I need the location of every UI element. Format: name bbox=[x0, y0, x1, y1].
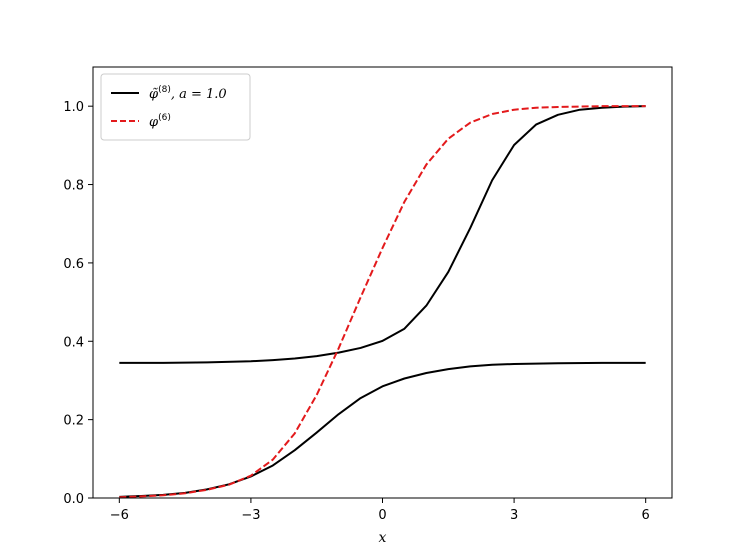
series-line-1 bbox=[119, 105, 646, 364]
x-tick-label: −6 bbox=[110, 508, 129, 523]
y-tick-label: 0.4 bbox=[63, 335, 84, 350]
series-line-3 bbox=[119, 105, 646, 499]
y-tick-label: 0.0 bbox=[63, 492, 84, 507]
legend: φ̃(8), a = 1.0 φ(6) bbox=[100, 73, 251, 141]
y-tick-label: 0.2 bbox=[63, 414, 84, 429]
x-tick-label: 6 bbox=[642, 508, 650, 523]
x-axis-label: x bbox=[379, 530, 387, 546]
legend-box bbox=[100, 73, 251, 141]
legend-label: φ̃(8), a = 1.0 bbox=[149, 85, 227, 102]
series-line-2 bbox=[119, 361, 646, 498]
y-tick-label: 1.0 bbox=[63, 100, 84, 115]
series-layer bbox=[119, 105, 646, 499]
x-axis-ticks: −6 −3 0 3 6 bbox=[110, 498, 650, 523]
y-tick-label: 0.8 bbox=[63, 179, 84, 194]
x-tick-label: 0 bbox=[378, 508, 386, 523]
y-tick-label: 0.6 bbox=[63, 257, 84, 272]
legend-label: φ(6) bbox=[149, 113, 171, 130]
y-axis-ticks: 0.0 0.2 0.4 0.6 0.8 1.0 bbox=[63, 100, 93, 507]
x-tick-label: −3 bbox=[241, 508, 260, 523]
x-tick-label: 3 bbox=[510, 508, 518, 523]
